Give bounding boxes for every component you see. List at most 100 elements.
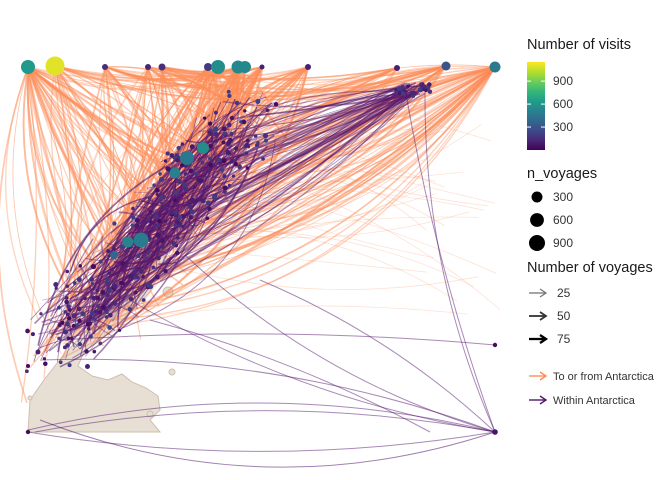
site-node [57,336,61,341]
site-node [424,88,428,93]
edge-within [189,172,226,194]
site-node [202,116,207,120]
site-node [211,195,217,201]
edge-to-from [258,66,496,149]
edge-within [30,240,102,321]
site-node [156,248,160,252]
visits-colorbar: 300 600 900 [527,62,573,150]
edge-to-from [27,66,117,300]
edge-within [93,275,127,334]
site-node [65,312,70,317]
site-node [406,84,410,88]
site-node-highlight [145,64,151,70]
site-node [163,159,168,163]
edge-to-from [27,66,97,338]
site-node [255,98,261,104]
site-node [98,259,103,264]
edge-to-from [12,66,62,354]
edge-to-from [54,65,398,100]
edge-to-from [27,66,111,300]
site-node-highlight [21,60,35,74]
edge-to-from [109,65,447,304]
edge-to-from [246,140,496,204]
site-node [262,133,269,139]
site-node [222,185,228,191]
edge-within [181,138,230,230]
site-node [93,309,98,314]
site-node-highlight [122,236,134,248]
site-node [156,255,161,261]
site-nodes [21,56,501,435]
site-node [126,248,130,253]
edge-to-from [73,66,149,340]
edge-within [143,84,413,201]
edge-within [119,257,173,292]
edge-within [69,196,150,272]
edge-to-from [147,66,185,198]
legend-size-title: n_voyages [527,166,598,182]
site-node [92,349,97,354]
site-node [66,336,71,341]
site-node [261,157,265,161]
edge-within [27,402,496,433]
edge-to-from [54,65,122,240]
site-node [244,151,249,155]
edge-to-from [251,65,447,143]
site-node [98,341,103,346]
site-node [54,286,58,290]
site-node [155,192,159,197]
edge-to-from [147,66,226,89]
edge-within [146,85,413,189]
edge-within [175,122,219,243]
edge-to-from [195,66,496,223]
site-node [131,206,135,211]
edge-within [69,325,75,348]
edge-within [160,87,409,163]
site-node [65,321,71,327]
site-node [169,153,175,158]
edge-to-from [259,66,496,90]
edge-to-from [145,66,496,259]
edge-to-from [174,66,496,235]
edge-within [110,94,415,234]
edge-within [404,87,496,433]
site-node [159,176,165,183]
edge-within [85,303,140,318]
site-node-highlight [25,429,31,435]
edge-to-from [165,67,398,258]
site-node [95,295,101,301]
edge-to-from [165,66,496,206]
site-node [173,190,179,196]
site-node-highlight [211,60,225,74]
site-node [139,269,144,274]
width-legend-label: 75 [557,332,571,346]
site-node [193,172,198,176]
site-node [119,244,125,250]
edge-within [48,315,81,324]
site-node [134,290,138,295]
site-node [154,187,160,193]
edge-within [72,175,216,322]
site-node [222,132,227,136]
site-node [132,269,138,274]
edge-to-from [173,123,482,212]
site-node [173,198,177,203]
edge-within [93,229,161,360]
site-node [173,210,177,215]
edge-within [140,83,411,222]
site-node [85,364,90,369]
site-node [205,200,211,206]
edge-within [195,92,414,174]
edge-to-from [161,66,496,86]
size-legend-circle [531,191,543,203]
size-legend-label: 900 [553,236,573,250]
site-node [127,273,133,279]
site-node [181,182,187,188]
edge-within [221,85,425,166]
edge-to-from [161,66,239,72]
edge-within [69,91,408,332]
site-node [112,247,116,251]
site-node [153,213,159,219]
site-node-highlight [492,342,498,348]
site-node [160,244,166,250]
